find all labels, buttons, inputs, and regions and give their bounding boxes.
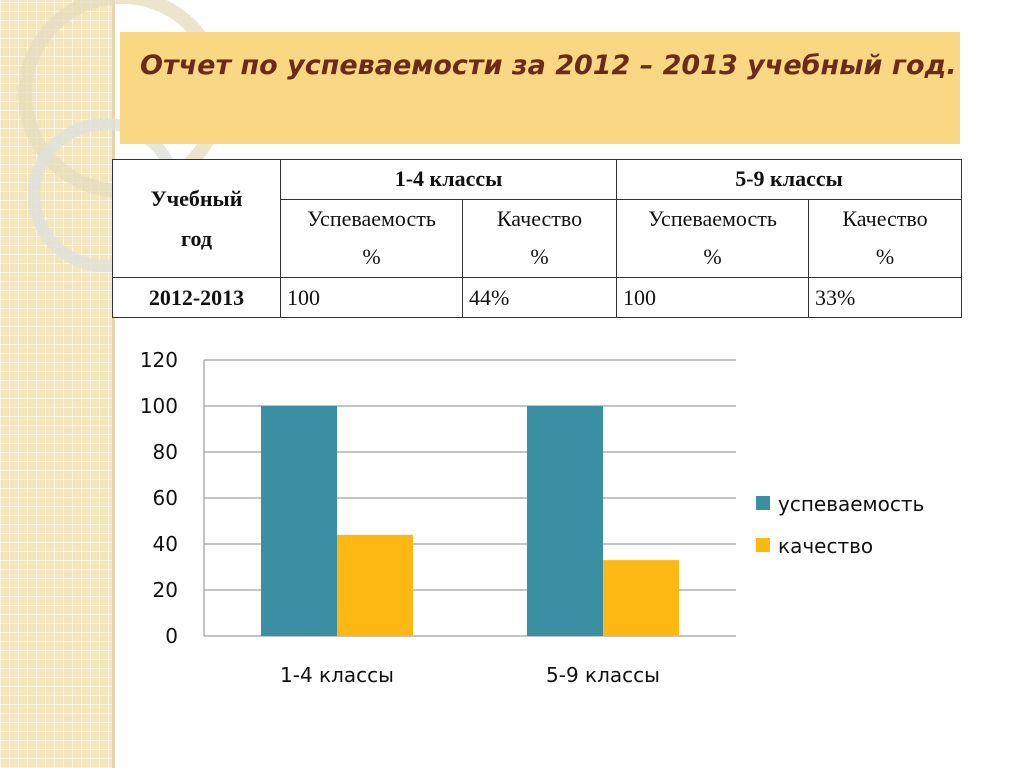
subheader-label: Успеваемость xyxy=(307,206,436,232)
year-header-cell: Учебный год xyxy=(112,158,281,279)
value-cell: 33% xyxy=(808,277,962,318)
year-header-line1: Учебный xyxy=(150,185,243,211)
legend-label: качество xyxy=(778,534,873,558)
bar-chart: 0 20 40 60 80 100 120 1-4 классы 5-9 классы успев… xyxy=(140,348,925,687)
value-cell: 44% xyxy=(462,277,617,318)
y-tick-label: 40 xyxy=(153,532,178,556)
bar-uspevaemost xyxy=(261,406,337,636)
y-tick-label: 100 xyxy=(140,394,178,418)
side-band-edge xyxy=(112,0,115,768)
bar-kachestvo xyxy=(603,560,679,636)
performance-table: Учебный год 1-4 классы 5-9 классы Успева… xyxy=(112,158,962,318)
legend-swatch xyxy=(756,538,770,552)
x-category-label: 5-9 классы xyxy=(546,663,660,687)
legend-label: успеваемость xyxy=(778,492,924,516)
title-banner xyxy=(120,32,960,144)
x-category-label: 1-4 классы xyxy=(280,663,394,687)
subheader-unit: % xyxy=(530,244,549,270)
subheader-cell: Успеваемость% xyxy=(280,198,463,279)
subheader-label: Качество xyxy=(842,206,928,232)
legend-swatch xyxy=(756,496,770,510)
y-tick-label: 120 xyxy=(140,348,178,372)
subheader-cell: Успеваемость% xyxy=(616,198,809,279)
y-tick-label: 0 xyxy=(165,624,178,648)
subheader-unit: % xyxy=(703,244,722,270)
value-cell: 100 xyxy=(280,277,463,318)
subheader-label: Успеваемость xyxy=(648,206,777,232)
bar-kachestvo xyxy=(337,534,413,636)
bar-uspevaemost xyxy=(527,406,603,636)
slide-title: Отчет по успеваемости за 2012 – 2013 уче… xyxy=(140,50,957,81)
table-row: 2012-2013 100 44% 100 33% xyxy=(112,277,962,318)
value-cell: 100 xyxy=(616,277,809,318)
subheader-unit: % xyxy=(875,244,895,270)
group-header-1-4: 1-4 классы xyxy=(280,159,617,200)
y-tick-label: 60 xyxy=(153,486,178,510)
subheader-cell: Качество% xyxy=(808,198,962,279)
row-year-cell: 2012-2013 xyxy=(112,277,281,318)
subheader-cell: Качество% xyxy=(462,198,617,279)
subheader-unit: % xyxy=(362,244,381,270)
y-tick-label: 80 xyxy=(153,440,178,464)
subheader-label: Качество xyxy=(496,206,583,232)
y-tick-label: 20 xyxy=(153,578,178,602)
group-header-5-9: 5-9 классы xyxy=(616,159,962,200)
year-header-line2: год xyxy=(181,225,212,251)
